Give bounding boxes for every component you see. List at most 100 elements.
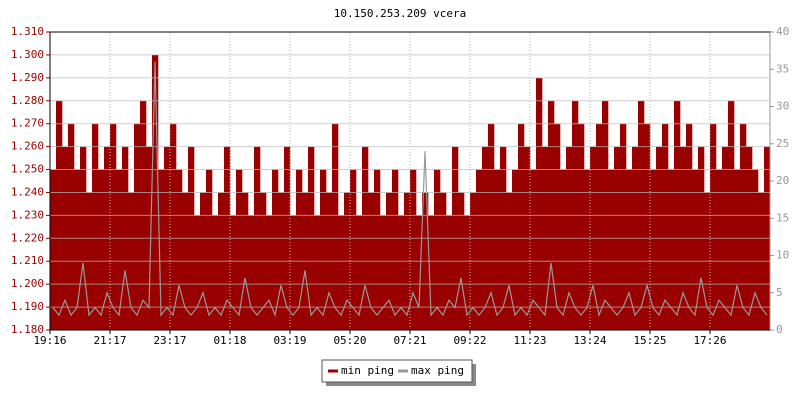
y-tick-label: 1.260 (11, 140, 44, 153)
bar (596, 123, 603, 330)
bar (710, 123, 717, 330)
y-tick-label: 1.220 (11, 231, 44, 244)
x-tick-label: 17:26 (693, 334, 726, 347)
bar (476, 169, 483, 330)
bar (434, 169, 441, 330)
y-tick-label: 1.190 (11, 300, 44, 313)
bar (626, 169, 633, 330)
y-tick-label: 1.310 (11, 25, 44, 38)
bar (98, 169, 105, 330)
bar (686, 123, 693, 330)
bar (560, 169, 567, 330)
y-tick-label: 1.290 (11, 71, 44, 84)
bar (170, 123, 177, 330)
bar (116, 169, 123, 330)
y-tick-label: 1.250 (11, 163, 44, 176)
bar (266, 215, 273, 330)
y2-tick-label: 15 (776, 211, 789, 224)
bar (536, 77, 543, 330)
bar (272, 169, 279, 330)
bar (230, 215, 237, 330)
y-tick-label: 1.180 (11, 323, 44, 336)
y2-tick-label: 40 (776, 25, 789, 38)
bar (692, 169, 699, 330)
bar (356, 215, 363, 330)
y-tick-label: 1.270 (11, 117, 44, 130)
bar (320, 169, 327, 330)
bar (74, 169, 81, 330)
bar (584, 169, 591, 330)
y2-tick-label: 30 (776, 100, 789, 113)
bar (530, 169, 537, 330)
y-tick-label: 1.300 (11, 48, 44, 61)
bar (332, 123, 339, 330)
bar (716, 169, 723, 330)
bar (374, 169, 381, 330)
legend-label: max ping (411, 364, 464, 377)
bar (518, 123, 525, 330)
x-tick-label: 07:21 (393, 334, 426, 347)
bar (416, 215, 423, 330)
bar (314, 215, 321, 330)
bar (488, 123, 495, 330)
bar (608, 169, 615, 330)
y2-tick-label: 25 (776, 137, 789, 150)
x-tick-label: 13:24 (573, 334, 606, 347)
bar (134, 123, 141, 330)
bar (446, 215, 453, 330)
bar (194, 215, 201, 330)
bar (350, 169, 357, 330)
x-tick-label: 23:17 (153, 334, 186, 347)
bar (248, 215, 255, 330)
x-tick-label: 21:17 (93, 334, 126, 347)
bar (578, 123, 585, 330)
line (52, 61, 768, 318)
bar (158, 169, 165, 330)
bar (620, 123, 627, 330)
x-tick-label: 11:23 (513, 334, 546, 347)
legend-label: min ping (341, 364, 394, 377)
legend-box (321, 359, 473, 383)
bar (512, 169, 519, 330)
bar (752, 169, 759, 330)
bar (206, 169, 213, 330)
bar (296, 169, 303, 330)
x-tick-label: 05:20 (333, 334, 366, 347)
bar (236, 169, 243, 330)
bar (50, 169, 57, 330)
bar (380, 215, 387, 330)
bar (110, 123, 117, 330)
x-tick-label: 15:25 (633, 334, 666, 347)
y-tick-label: 1.280 (11, 94, 44, 107)
y2-tick-label: 0 (776, 323, 783, 336)
y-tick-label: 1.230 (11, 208, 44, 221)
y2-tick-label: 5 (776, 286, 783, 299)
bar (668, 169, 675, 330)
bar (662, 123, 669, 330)
y2-tick-label: 10 (776, 249, 789, 262)
bar (740, 123, 747, 330)
y2-tick-label: 35 (776, 62, 789, 75)
bar (494, 169, 501, 330)
bar (464, 215, 471, 330)
x-tick-label: 19:16 (33, 334, 66, 347)
x-tick-label: 01:18 (213, 334, 246, 347)
bar (92, 123, 99, 330)
y-tick-label: 1.210 (11, 254, 44, 267)
bar (410, 169, 417, 330)
bar (176, 169, 183, 330)
y-tick-label: 1.240 (11, 185, 44, 198)
bar (290, 215, 297, 330)
bar (734, 169, 741, 330)
bar (650, 169, 657, 330)
y-tick-label: 1.200 (11, 277, 44, 290)
bar (392, 169, 399, 330)
bar (398, 215, 405, 330)
x-tick-label: 09:22 (453, 334, 486, 347)
bar (68, 123, 75, 330)
bar (554, 123, 561, 330)
bar (338, 215, 345, 330)
bar (644, 123, 651, 330)
